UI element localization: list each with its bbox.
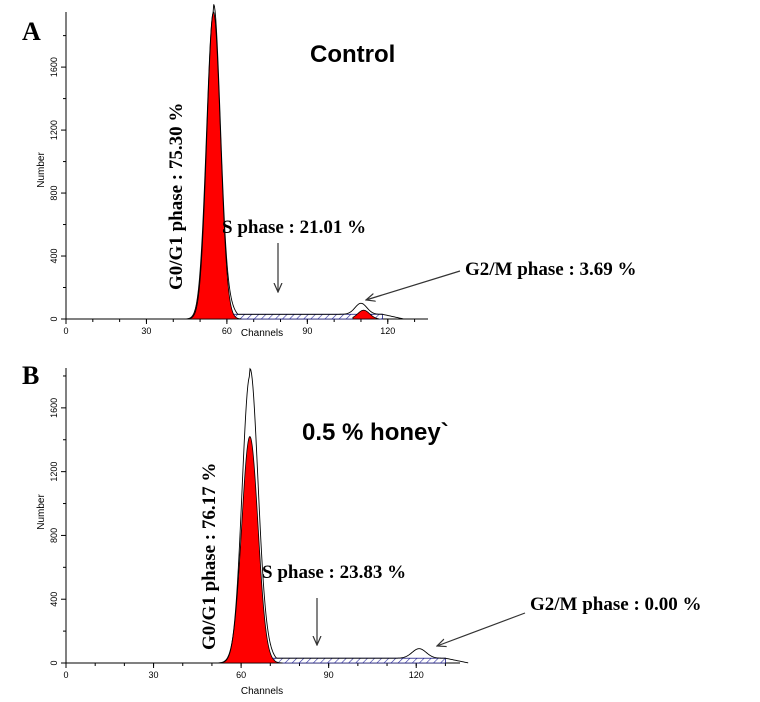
panel-a-x-tick-label: 60 [222,326,232,336]
panel-b-y-tick-label: 400 [49,592,59,607]
panel-a-x-axis-title: Channels [241,328,283,339]
panel-a-g2m-arrow [366,270,461,300]
panel-b-x-tick-label: 90 [324,670,334,680]
panel-a-x-tick-label: 0 [63,326,68,336]
panel-a-y-tick-label: 0 [49,316,59,321]
panel-b-y-tick-label: 0 [49,660,59,665]
panel-b-g2m-arrow [437,612,526,646]
panel-b-y-tick-label: 1200 [49,462,59,482]
panel-b-histogram-outline [216,367,469,664]
panel-b: B 0.5 % honey` 0 30 60 90 120040080012001600… [22,361,702,697]
panel-a-y-tick-label: 800 [49,186,59,201]
panel-a-x-tick-label: 120 [380,326,395,336]
panel-b-x-tick-label: 60 [236,670,246,680]
panel-b-s-label: S phase : 23.83 % [262,562,406,583]
panel-a-y-tick-label: 400 [49,249,59,264]
panel-a-x-tick-label: 30 [141,326,151,336]
panel-b-s-phase-band [261,657,446,664]
panel-b-y-axis-title: Number [36,494,47,530]
panel-a-title: Control [310,41,395,68]
panel-a-y-tick-label: 1600 [49,57,59,77]
panel-b-y-tick-label: 1600 [49,398,59,418]
panel-a-g2m-label: G2/M phase : 3.69 % [465,259,637,280]
panel-a-letter: A [22,17,41,46]
panel-b-letter: B [22,361,39,390]
panel-a-g1-label: G0/G1 phase : 75.30 % [166,103,187,290]
panel-b-g1-label: G0/G1 phase : 76.17 % [199,463,220,650]
panel-a-y-tick-label: 1200 [49,120,59,140]
panel-a-x-tick-label: 90 [302,326,312,336]
panel-a-g2m-peak [352,309,380,320]
panel-a-y-axis-title: Number [36,152,47,188]
panel-b-x-axis-title: Channels [241,686,283,697]
panel-b-x-tick-label: 30 [149,670,159,680]
panel-b-g1-peak [216,436,283,664]
panel-b-y-tick-label: 800 [49,528,59,543]
panel-b-x-tick-label: 120 [409,670,424,680]
panel-b-g2m-label: G2/M phase : 0.00 % [530,594,702,615]
panel-b-x-tick-label: 0 [63,670,68,680]
panel-a-s-label: S phase : 21.01 % [222,217,366,238]
panel-a-histogram-outline [185,4,404,320]
panel-b-title: 0.5 % honey` [302,419,449,446]
panel-a-g1-peak [185,11,242,320]
